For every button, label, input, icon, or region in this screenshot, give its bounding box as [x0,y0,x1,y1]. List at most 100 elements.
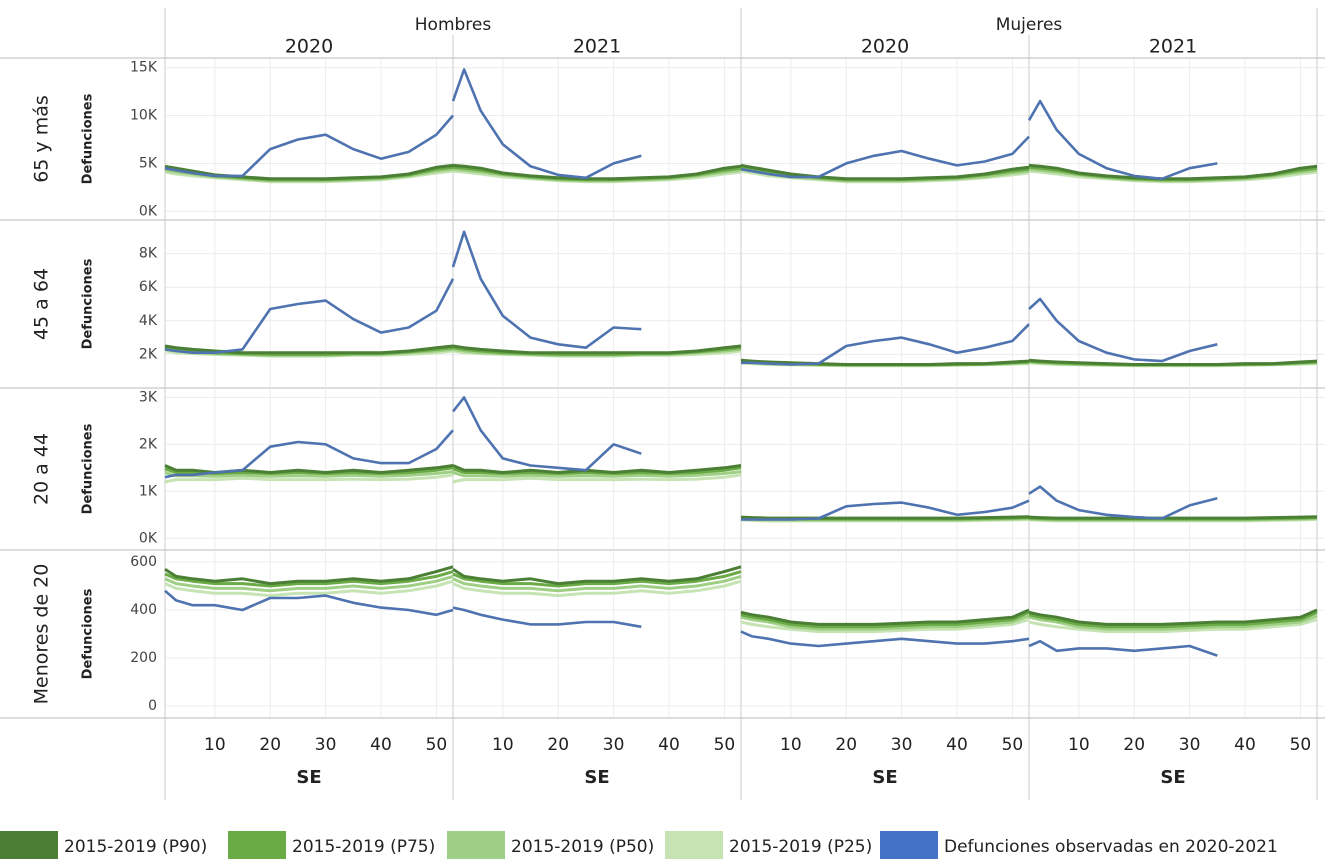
group-header: Hombres [415,15,492,35]
series-line [451,396,642,472]
y-tick-label: 200 [130,650,157,666]
series-line [740,608,1030,626]
series-line [1028,515,1318,520]
year-header: 2021 [1149,36,1197,58]
year-header: 2020 [861,36,909,58]
legend-swatch [665,831,723,859]
x-tick-label: 40 [946,735,968,755]
x-tick-label: 20 [835,735,857,755]
series-line [1028,614,1318,631]
legend-label: 2015-2019 (P75) [292,837,435,857]
y-tick-label: 600 [130,554,157,570]
legend-label: 2015-2019 (P90) [64,837,207,857]
legend-label: 2015-2019 (P50) [511,837,654,857]
y-tick-label: 10K [130,108,158,124]
y-tick-label: 0K [139,530,158,546]
group-header: Mujeres [996,15,1063,35]
series-line [164,429,454,479]
legend-swatch [880,831,938,859]
series-line [164,473,454,484]
series-line [740,614,1030,631]
x-tick-label: 10 [780,735,802,755]
x-axis-label: SE [584,767,609,788]
series-line [451,68,642,180]
x-tick-label: 40 [658,735,680,755]
y-axis-label: Defunciones [81,258,96,349]
series-line [164,114,454,178]
series-line [164,589,454,617]
y-tick-label: 6K [139,279,158,295]
series-line [164,278,455,354]
x-tick-label: 30 [891,735,913,755]
series-line [452,473,742,484]
row-label: Menores de 20 [31,564,53,705]
series-line [1028,618,1318,634]
x-tick-label: 20 [547,735,569,755]
series-line [164,464,454,474]
y-tick-label: 8K [139,246,158,262]
y-axis-label: Defunciones [81,423,96,514]
series-line [740,135,1030,179]
series-line [1027,99,1218,181]
x-tick-label: 40 [370,735,392,755]
series-line [741,323,1030,366]
x-tick-label: 20 [1123,735,1145,755]
series-line [740,358,1030,366]
x-axis-label: SE [872,767,897,788]
x-tick-label: 20 [259,735,281,755]
legend-swatch [228,831,286,859]
series-line [1028,639,1218,657]
x-tick-label: 40 [1234,735,1256,755]
series-line [452,466,742,475]
series-line [452,470,742,478]
x-tick-label: 50 [1290,735,1312,755]
series-line [452,344,742,355]
series-line [164,344,454,355]
x-tick-label: 10 [492,735,514,755]
series-line [1028,297,1218,363]
y-tick-label: 0 [148,698,157,714]
series-line [452,606,642,629]
legend-swatch [447,831,505,859]
x-axis-label: SE [296,767,321,788]
x-tick-label: 30 [603,735,625,755]
y-tick-label: 15K [130,60,158,76]
y-tick-label: 400 [130,602,157,618]
series-line [1028,485,1218,520]
y-tick-label: 3K [139,389,158,405]
series-line [740,515,1030,520]
y-tick-label: 2K [139,346,158,362]
y-tick-label: 4K [139,313,158,329]
legend-label: Defunciones observadas en 2020-2021 [944,837,1278,857]
x-tick-label: 50 [1002,735,1024,755]
x-axis-label: SE [1160,767,1185,788]
year-header: 2021 [573,36,621,58]
x-tick-label: 10 [1068,735,1090,755]
x-tick-label: 10 [204,735,226,755]
series-line [452,574,742,593]
y-axis-label: Defunciones [81,93,96,184]
series-line [1028,611,1318,629]
y-axis-label: Defunciones [81,588,96,679]
row-label: 65 y más [31,95,53,183]
series-line [452,565,742,586]
year-header: 2020 [285,36,333,58]
series-line [452,464,742,474]
series-line [741,499,1030,521]
row-label: 20 a 44 [31,433,53,505]
legend-label: 2015-2019 (P25) [729,837,872,857]
series-line [740,618,1030,634]
series-line [164,574,454,593]
legend-swatch [0,831,58,859]
series-line [740,163,1030,181]
x-tick-label: 30 [1179,735,1201,755]
series-line [164,163,454,181]
series-line [164,579,454,598]
series-line [1028,608,1318,626]
series-line [164,570,454,588]
series-line [452,579,742,598]
series-line [740,611,1030,629]
series-line [740,630,1030,648]
series-line [451,230,642,349]
